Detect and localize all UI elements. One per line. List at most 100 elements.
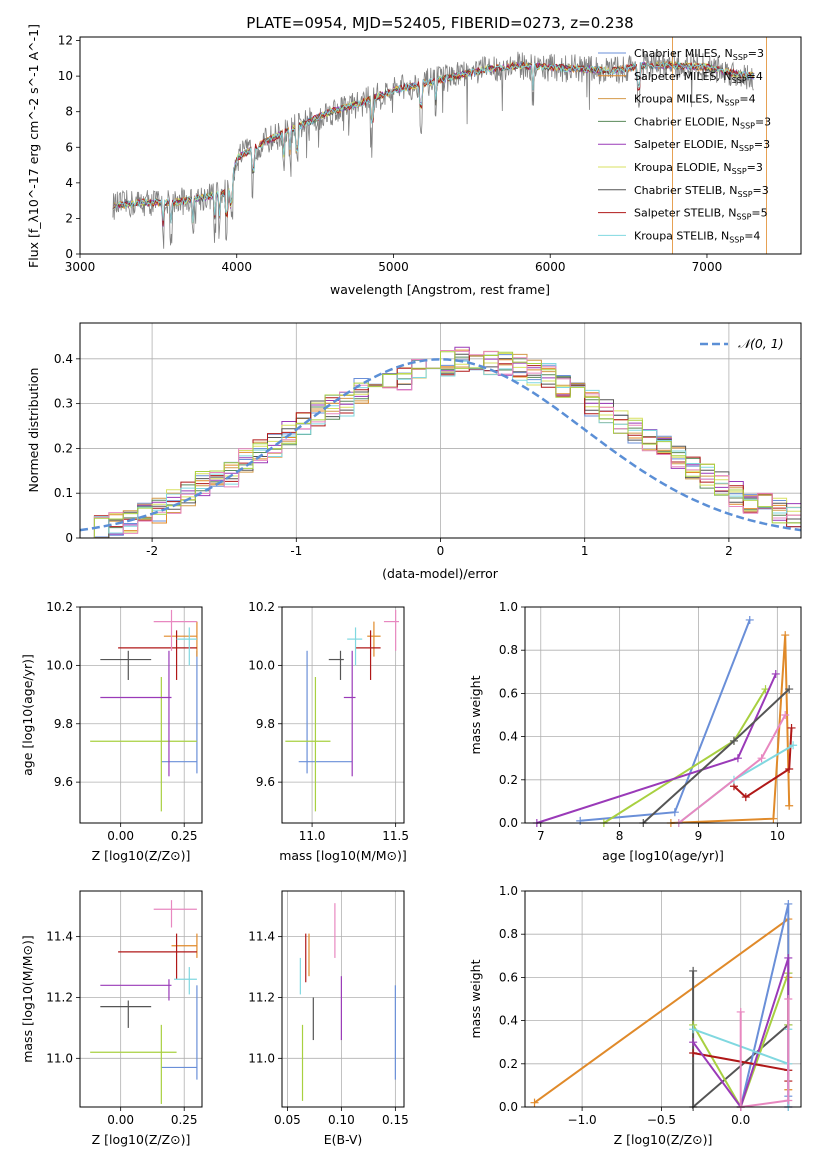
x-tick-label: 0.25 bbox=[171, 1113, 198, 1127]
y-tick-label: 0.6 bbox=[499, 686, 518, 700]
x-tick-label: 0.05 bbox=[274, 1113, 301, 1127]
y-tick-label: 9.8 bbox=[54, 717, 73, 731]
x-tick-label: 11.0 bbox=[299, 829, 326, 843]
legend-label: Chabrier MILES, NSSP=3 bbox=[634, 47, 764, 62]
y-axis-label: Normed distribution bbox=[26, 368, 41, 493]
histogram-step-line bbox=[80, 360, 801, 539]
legend-label: Kroupa STELIB, NSSP=4 bbox=[634, 229, 760, 244]
y-tick-label: 0.8 bbox=[499, 643, 518, 657]
axes-frame bbox=[281, 606, 405, 824]
y-tick-label: 10.2 bbox=[248, 600, 275, 614]
x-axis-label: (data-model)/error bbox=[382, 566, 499, 581]
y-tick-label: 9.6 bbox=[54, 775, 73, 789]
series-point-marker bbox=[784, 899, 793, 908]
y-tick-label: 0.2 bbox=[499, 1057, 518, 1071]
y-tick-label: 9.6 bbox=[256, 775, 275, 789]
y-tick-label: 2 bbox=[65, 211, 73, 225]
y-tick-label: 0 bbox=[65, 247, 73, 261]
series-point-marker bbox=[733, 754, 742, 763]
y-tick-label: 0.4 bbox=[54, 352, 73, 366]
mass-vs-metallicity-panel: 0.00 0.25 11.0 11.2 11.4 Z [log10(Z/Z⊙)] mass … bbox=[20, 890, 203, 1147]
x-tick-label: 0.00 bbox=[107, 1113, 134, 1127]
x-axis-label: Z [log10(Z/Z⊙)] bbox=[614, 1132, 713, 1147]
x-tick-label: 3000 bbox=[65, 260, 96, 274]
mass-weight-vs-metallicity-panel: −1.0 −0.5 0.0 0.0 0.2 0.4 0.6 0.8 1.0 Z [log10(Z/… bbox=[468, 884, 802, 1147]
y-tick-label: 9.8 bbox=[256, 717, 275, 731]
x-axis-label: Z [log10(Z/Z⊙)] bbox=[92, 848, 191, 863]
legend-label: Chabrier ELODIE, NSSP=3 bbox=[634, 115, 771, 130]
x-tick-label: 10 bbox=[770, 829, 785, 843]
series-point-marker bbox=[741, 793, 750, 802]
x-tick-label: -1 bbox=[290, 544, 302, 558]
x-tick-label: 2 bbox=[725, 544, 733, 558]
axes-frame bbox=[79, 890, 203, 1108]
y-tick-label: 10.0 bbox=[46, 658, 73, 672]
gaussian-curve bbox=[79, 358, 802, 532]
y-tick-label: 4 bbox=[65, 176, 73, 190]
series-line bbox=[642, 688, 790, 824]
x-tick-label: −0.5 bbox=[647, 1113, 676, 1127]
x-tick-label: 7000 bbox=[692, 260, 723, 274]
y-tick-label: 10.0 bbox=[248, 658, 275, 672]
y-tick-label: 11.0 bbox=[248, 1051, 275, 1065]
axes-frame bbox=[524, 890, 802, 1108]
y-tick-label: 12 bbox=[58, 34, 73, 48]
histogram-step-line bbox=[80, 353, 801, 539]
x-tick-label: 5000 bbox=[378, 260, 409, 274]
age-vs-mass-panel: 11.0 11.5 9.6 9.8 10.0 10.2 mass [log10(M/M⊙)] bbox=[248, 600, 409, 863]
observed-spectrum-line bbox=[112, 51, 754, 249]
y-tick-label: 11.4 bbox=[46, 930, 73, 944]
series-point-marker bbox=[689, 1049, 698, 1057]
x-tick-label: −1.0 bbox=[568, 1113, 597, 1127]
series-point-marker bbox=[576, 816, 585, 825]
axes-frame bbox=[281, 890, 405, 1108]
axes-frame bbox=[524, 606, 802, 824]
y-tick-label: 10 bbox=[58, 69, 73, 83]
model-spectrum-line bbox=[112, 61, 755, 224]
y-tick-label: 0.4 bbox=[499, 1014, 518, 1028]
series-point-marker bbox=[789, 741, 798, 750]
series-line bbox=[536, 673, 777, 824]
series-point-marker bbox=[729, 736, 738, 745]
legend-label: Chabrier STELIB, NSSP=3 bbox=[634, 184, 769, 199]
y-tick-label: 0.8 bbox=[499, 927, 518, 941]
legend-label: Salpeter STELIB, NSSP=5 bbox=[634, 207, 768, 222]
x-tick-label: 11.5 bbox=[382, 829, 409, 843]
residual-histogram-panel: -2 -1 0 1 2 0 0.1 0.2 0.3 0.4 𝒩(0, 1) (data-model)/… bbox=[26, 322, 802, 581]
spectrum-panel: 3000 4000 5000 6000 7000 0 2 4 6 8 10 12 Chabrier MI… bbox=[26, 24, 802, 297]
series-line bbox=[739, 999, 790, 1109]
x-tick-label: 0.10 bbox=[328, 1113, 355, 1127]
y-tick-label: 11.4 bbox=[248, 930, 275, 944]
series-point-marker bbox=[784, 1096, 793, 1105]
series-point-marker bbox=[785, 765, 794, 773]
series-point-marker bbox=[784, 953, 793, 962]
x-tick-label: 0.15 bbox=[382, 1113, 409, 1127]
series-point-marker bbox=[689, 966, 698, 975]
x-axis-label: age [log10(age/yr)] bbox=[602, 848, 724, 863]
y-axis-label: Flux [f_λ10^-17 erg cm^-2 s^-1 A^-1] bbox=[26, 24, 41, 268]
x-tick-label: 7 bbox=[537, 829, 545, 843]
x-tick-label: 8 bbox=[616, 829, 624, 843]
y-tick-label: 1.0 bbox=[499, 600, 518, 614]
y-tick-label: 11.2 bbox=[46, 990, 73, 1004]
y-tick-label: 0.3 bbox=[54, 397, 73, 411]
series-line bbox=[678, 714, 787, 824]
y-axis-label: mass [log10(M/M⊙)] bbox=[20, 935, 35, 1063]
figure-title: PLATE=0954, MJD=52405, FIBERID=0273, z=0… bbox=[246, 14, 633, 32]
axes-frame bbox=[79, 36, 802, 255]
y-tick-label: 0.4 bbox=[499, 730, 518, 744]
legend-label: Kroupa MILES, NSSP=4 bbox=[634, 93, 756, 108]
x-axis-label: Z [log10(Z/Z⊙)] bbox=[92, 1132, 191, 1147]
y-tick-label: 1.0 bbox=[499, 884, 518, 898]
series-point-marker bbox=[784, 995, 793, 1003]
x-tick-label: 6000 bbox=[535, 260, 566, 274]
y-tick-label: 0.0 bbox=[499, 816, 518, 830]
mass-vs-ebv-panel: 0.05 0.10 0.15 11.0 11.2 11.4 E(B-V) bbox=[248, 890, 409, 1147]
series-point-marker bbox=[781, 711, 790, 719]
axes-frame bbox=[79, 322, 802, 539]
axes-frame bbox=[79, 606, 203, 824]
series-point-marker bbox=[785, 685, 794, 694]
y-tick-label: 0.0 bbox=[499, 1100, 518, 1114]
x-tick-label: 0 bbox=[437, 544, 445, 558]
